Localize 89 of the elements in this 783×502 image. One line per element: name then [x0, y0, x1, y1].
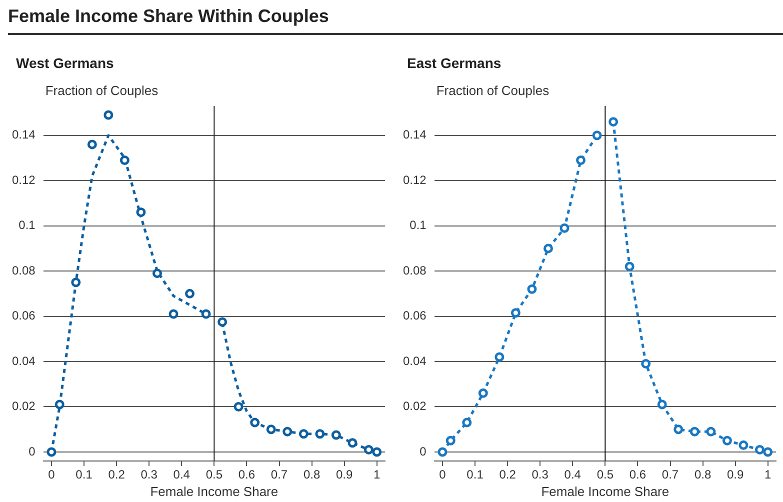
point: [763, 447, 773, 457]
point: [462, 418, 472, 428]
point: [152, 268, 162, 278]
y-tick-label: 0.04: [402, 354, 427, 368]
point: [282, 426, 292, 436]
x-tick-label: 0.3: [532, 468, 549, 482]
x-tick-label: 1: [764, 468, 772, 482]
x-tick-label: 0.5: [596, 468, 614, 482]
x-tick-label: 0.4: [564, 468, 582, 482]
y-tick-label: 0.14: [402, 128, 427, 142]
point: [218, 317, 228, 327]
point: [266, 424, 276, 434]
y-tick-label: 0.12: [402, 172, 427, 187]
point: [315, 429, 325, 439]
x-tick-label: 0.2: [108, 468, 126, 482]
chart-subtitle: West Germans: [16, 55, 114, 71]
y-tick-label: 0: [28, 444, 36, 458]
point: [372, 447, 382, 457]
y-tick-label: 0.02: [12, 399, 36, 414]
x-tick-label: 0.1: [76, 468, 93, 482]
point: [510, 308, 520, 318]
y-tick-label: 0.06: [402, 308, 427, 323]
x-axis-title: Female Income Share: [541, 484, 670, 499]
point: [641, 359, 651, 369]
y-tick-label: 0.06: [12, 308, 36, 323]
point: [87, 140, 97, 150]
x-tick-label: 0.3: [140, 468, 158, 482]
point: [754, 444, 764, 454]
point: [438, 447, 448, 457]
y-tick-label: 0.1: [410, 218, 427, 232]
y-tick-label: 0.1: [18, 218, 36, 232]
point: [250, 418, 260, 428]
point: [560, 223, 570, 233]
point: [364, 444, 374, 454]
point: [657, 400, 667, 410]
y-tick-label: 0.02: [402, 399, 427, 414]
y-tick-label: 0.08: [402, 263, 427, 278]
x-tick-label: 0.8: [303, 468, 320, 482]
point: [120, 156, 130, 166]
point: [446, 436, 456, 446]
point: [738, 440, 748, 450]
x-tick-label: 0: [439, 468, 446, 482]
x-axis-title: Female Income Share: [150, 484, 278, 499]
point: [624, 262, 634, 272]
x-tick-label: 0.2: [499, 468, 516, 482]
point: [331, 430, 341, 440]
chart-title: Female Income Share Within Couples: [8, 6, 783, 35]
x-tick-label: 0.7: [270, 468, 288, 482]
point: [185, 288, 195, 298]
point: [478, 388, 488, 398]
x-tick-label: 0.9: [336, 468, 353, 482]
x-tick-label: 0.6: [629, 468, 646, 482]
x-tick-label: 1: [374, 468, 381, 482]
point: [494, 352, 504, 362]
x-tick-label: 0.4: [173, 468, 190, 482]
point: [576, 156, 586, 166]
point: [592, 130, 602, 140]
point: [54, 400, 64, 410]
point: [674, 424, 684, 434]
point: [298, 429, 308, 439]
point: [104, 110, 114, 120]
x-tick-label: 0.9: [726, 468, 744, 482]
x-tick-label: 0.8: [694, 468, 712, 482]
point: [527, 284, 537, 294]
y-axis-title: Fraction of Couples: [45, 83, 159, 98]
point: [201, 309, 211, 319]
y-tick-label: 0: [420, 444, 427, 458]
point: [348, 438, 358, 448]
point: [722, 436, 732, 446]
y-tick-label: 0.14: [12, 128, 36, 142]
point: [608, 117, 618, 127]
point: [234, 402, 244, 412]
x-tick-label: 0.1: [466, 468, 484, 482]
y-tick-label: 0.08: [12, 263, 36, 278]
point: [543, 244, 553, 254]
y-tick-label: 0.04: [12, 354, 36, 368]
x-tick-label: 0.6: [238, 468, 256, 482]
y-tick-label: 0.12: [12, 172, 36, 187]
point: [136, 208, 146, 218]
point: [71, 278, 81, 288]
point: [168, 309, 178, 319]
x-tick-label: 0.7: [662, 468, 679, 482]
point: [690, 426, 700, 436]
x-tick-label: 0: [48, 468, 56, 482]
y-axis-title: Fraction of Couples: [436, 83, 550, 98]
point: [46, 447, 56, 457]
x-tick-label: 0.5: [206, 468, 223, 482]
chart-subtitle: East Germans: [407, 55, 502, 71]
point: [706, 426, 716, 436]
